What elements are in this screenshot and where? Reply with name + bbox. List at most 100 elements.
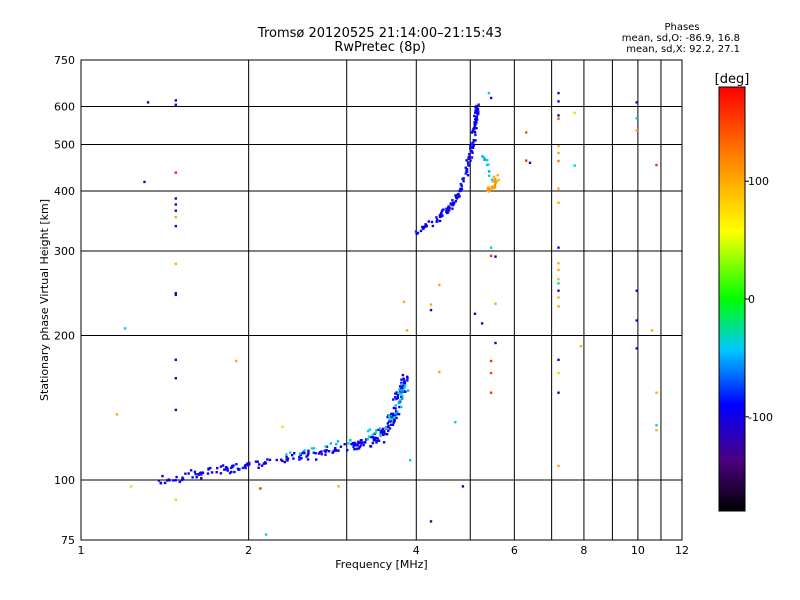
data-point xyxy=(228,471,232,475)
data-point xyxy=(243,465,247,468)
data-point xyxy=(257,466,260,469)
y-tick-label: 200 xyxy=(54,330,75,343)
data-point xyxy=(475,107,478,110)
data-point xyxy=(401,373,405,377)
data-point xyxy=(423,225,426,228)
data-point xyxy=(467,163,470,166)
data-point xyxy=(387,424,390,428)
data-point xyxy=(174,292,177,295)
data-point xyxy=(400,405,403,409)
data-point xyxy=(473,312,477,315)
data-point xyxy=(366,438,369,441)
data-point xyxy=(395,391,398,394)
data-point xyxy=(198,471,202,475)
data-point xyxy=(246,464,250,467)
data-point xyxy=(285,455,288,459)
data-point xyxy=(123,327,127,330)
data-point xyxy=(245,462,249,465)
data-point xyxy=(358,445,361,449)
data-point xyxy=(445,209,448,212)
y-tick-label: 750 xyxy=(54,54,75,67)
data-point xyxy=(438,283,441,287)
data-point xyxy=(470,131,474,134)
data-point xyxy=(175,475,178,479)
data-point xyxy=(221,464,225,467)
data-point xyxy=(396,396,400,399)
data-point xyxy=(187,472,190,475)
data-point xyxy=(389,420,393,423)
data-point xyxy=(327,450,331,453)
data-point xyxy=(655,391,658,394)
data-point xyxy=(174,262,177,266)
data-point xyxy=(441,214,444,217)
data-point xyxy=(487,91,491,95)
data-point xyxy=(465,159,468,162)
data-point xyxy=(386,422,389,425)
data-point xyxy=(475,115,478,118)
data-point xyxy=(491,180,495,183)
data-point xyxy=(474,118,477,121)
data-point xyxy=(369,436,373,439)
data-point xyxy=(476,118,479,121)
data-point xyxy=(143,180,146,184)
data-point xyxy=(490,185,494,189)
data-point xyxy=(307,449,310,452)
data-point xyxy=(655,163,658,167)
data-point xyxy=(475,105,478,109)
data-point xyxy=(215,471,218,474)
data-point xyxy=(391,412,395,415)
data-point xyxy=(337,485,340,488)
data-point xyxy=(557,268,560,272)
data-point xyxy=(461,485,465,488)
data-point xyxy=(436,218,439,221)
data-point xyxy=(493,185,496,188)
data-point xyxy=(474,119,478,123)
data-point xyxy=(324,445,327,448)
data-point xyxy=(174,103,177,106)
data-point xyxy=(394,407,397,410)
data-point xyxy=(397,413,401,416)
data-point xyxy=(233,470,236,474)
y-tick-label: 500 xyxy=(54,139,75,152)
colorbar xyxy=(718,86,746,512)
data-point xyxy=(191,476,194,479)
data-point xyxy=(355,447,358,451)
data-point xyxy=(380,431,384,434)
data-point xyxy=(487,189,490,192)
x-axis-label: Frequency [MHz] xyxy=(335,558,427,571)
data-point xyxy=(353,444,356,447)
chart-title: Tromsø 20120525 21:14:00–21:15:43 xyxy=(257,26,503,41)
data-point xyxy=(496,174,499,177)
data-point xyxy=(557,358,560,361)
data-point xyxy=(174,358,177,361)
data-point xyxy=(489,359,493,363)
x-tick-label: 12 xyxy=(675,544,689,557)
data-point xyxy=(475,127,478,130)
data-point xyxy=(174,479,177,482)
data-point xyxy=(473,130,477,134)
colorbar-tick-label: 0 xyxy=(748,293,755,306)
data-point xyxy=(460,184,463,187)
data-point xyxy=(468,152,471,156)
phase-stats-x: mean, sd,X: 92.2, 27.1 xyxy=(626,44,740,55)
data-point xyxy=(375,429,378,432)
data-point xyxy=(167,478,170,481)
data-point xyxy=(525,131,528,134)
y-tick-label: 300 xyxy=(54,245,75,258)
data-point xyxy=(241,466,245,470)
data-point xyxy=(474,133,477,137)
data-point xyxy=(174,203,177,206)
data-point xyxy=(557,278,560,281)
data-point xyxy=(489,246,493,249)
data-point xyxy=(334,447,337,450)
data-point xyxy=(401,389,404,392)
data-point xyxy=(385,433,389,436)
data-point xyxy=(496,180,499,183)
data-point xyxy=(482,156,485,159)
data-point xyxy=(487,163,490,166)
data-point xyxy=(486,159,489,162)
data-point xyxy=(366,429,370,433)
data-point xyxy=(421,226,425,229)
data-point xyxy=(650,329,654,332)
data-point xyxy=(467,157,470,161)
